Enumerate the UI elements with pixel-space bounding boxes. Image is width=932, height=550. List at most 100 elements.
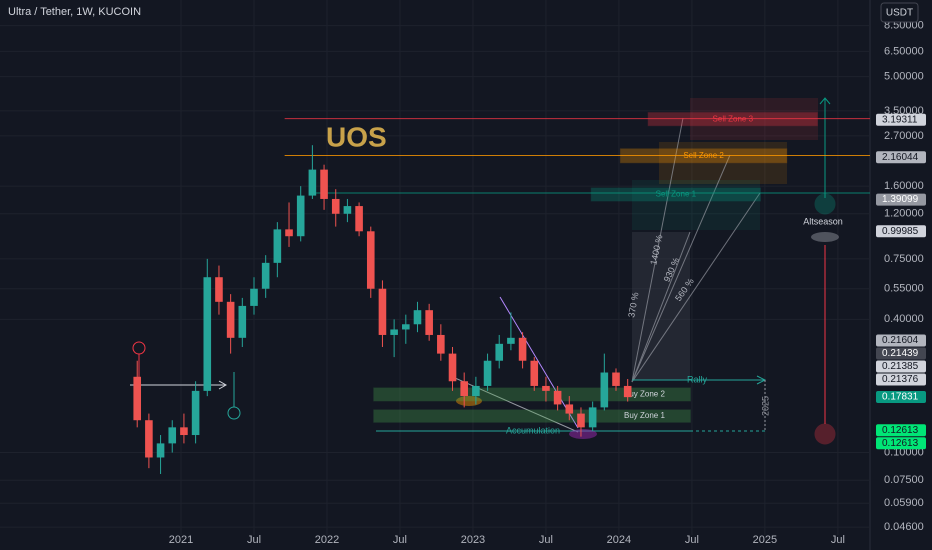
zone [373, 409, 691, 423]
x-tick-label: 2023 [461, 534, 485, 546]
candle-body [518, 337, 527, 361]
price-badge-label: 0.21439 [882, 348, 919, 359]
candle-body [366, 231, 375, 289]
zones: Sell Zone 3 Sell Zone 2 Sell Zone 1 Buy Zon… [284, 112, 870, 423]
price-badge [876, 360, 926, 373]
candle-body [273, 229, 282, 263]
accumulation-label: Accumulation [506, 425, 560, 435]
y-tick-label: 2.70000 [884, 130, 924, 142]
price-badge [876, 373, 926, 386]
x-tick-label: Jul [685, 534, 699, 546]
currency-label[interactable]: USDT [886, 8, 913, 19]
x-tick-label: 2022 [315, 534, 339, 546]
candle-body [145, 420, 153, 458]
candle-body [343, 206, 352, 214]
x-tick-label: Jul [393, 534, 407, 546]
y-tick-label: 5.00000 [884, 71, 924, 83]
marker [569, 429, 597, 439]
zone-halo [632, 180, 760, 230]
grid [0, 0, 871, 550]
candle-body [331, 198, 340, 214]
candle-body [425, 310, 433, 335]
candle-body [203, 277, 212, 391]
candle-body [156, 443, 165, 458]
candle-body [285, 229, 293, 237]
zone-label: Sell Zone 1 [656, 190, 697, 199]
price-badge [876, 334, 926, 347]
y-tick-label: 8.50000 [884, 20, 924, 32]
price-badge-label: 0.21376 [882, 374, 919, 385]
x-tick-label: Jul [247, 534, 261, 546]
candle-body [180, 427, 188, 436]
price-badge-label: 0.17831 [882, 392, 919, 403]
candle-body [553, 390, 562, 405]
candle-body [413, 310, 422, 325]
zone-label: Buy Zone 1 [624, 411, 665, 420]
x-tick-label: 2025 [753, 534, 777, 546]
marker [814, 423, 836, 445]
price-badge-label: 0.21604 [882, 335, 919, 346]
price-badge-label: 0.12613 [882, 438, 919, 449]
marker [814, 193, 836, 215]
candle-body [133, 376, 142, 421]
candle-body [390, 329, 398, 335]
candles [133, 145, 632, 474]
candle-body [588, 407, 597, 428]
zone-label: Sell Zone 3 [713, 114, 754, 123]
candle-body [460, 381, 468, 397]
rally-label: Rally [687, 374, 708, 384]
y-tick-label: 0.40000 [884, 313, 924, 325]
price-badge-label: 1.39099 [882, 194, 919, 205]
y-tick-label: 0.04600 [884, 521, 924, 533]
price-badge [876, 390, 926, 403]
gain-label: 370 % [626, 291, 640, 318]
candle-body [402, 324, 410, 330]
candle-body [600, 372, 609, 408]
candle-body [612, 372, 620, 386]
candle-body [191, 390, 200, 436]
x-tick-label: Jul [831, 534, 845, 546]
candle-body [437, 334, 445, 354]
marker [811, 232, 839, 242]
y-tick-label: 1.20000 [884, 208, 924, 220]
candle-body [168, 427, 177, 444]
candle-body [542, 385, 550, 391]
zone-label: Sell Zone 2 [683, 151, 724, 160]
candle-body [261, 262, 270, 289]
chart-title: Ultra / Tether, 1W, KUCOIN [8, 6, 141, 18]
price-badge-label: 0.21385 [882, 361, 919, 372]
candle-body [483, 360, 492, 386]
arrow-head [218, 380, 228, 390]
currency-button[interactable] [880, 2, 919, 23]
price-badge [876, 437, 926, 450]
x-tick-label: Jul [539, 534, 553, 546]
candle-body [355, 206, 363, 232]
candle-body [448, 353, 457, 382]
y-tick-label: 0.75000 [884, 253, 924, 265]
candle-body [226, 301, 235, 338]
y-tick-label: 0.05900 [884, 497, 924, 509]
candle-body [308, 169, 317, 196]
candle-body [472, 385, 480, 397]
price-badge [876, 347, 926, 360]
zone [590, 187, 762, 202]
price-badge-label: 2.16044 [882, 152, 919, 163]
price-badge [876, 225, 926, 238]
zone [647, 112, 818, 127]
year-mark: 2025 [760, 396, 770, 416]
x-tick-label: 2021 [169, 534, 193, 546]
candle-body [623, 385, 632, 398]
overlay-title: UOS [326, 121, 387, 152]
price-badge-label: 0.99985 [882, 226, 919, 237]
price-badge [876, 424, 926, 437]
y-tick-label: 0.10000 [884, 446, 924, 458]
price-badge-label: 0.12613 [882, 425, 919, 436]
zone-label: Buy Zone 2 [624, 390, 665, 399]
price-badge [876, 151, 926, 164]
zone [619, 148, 788, 164]
zone [373, 387, 691, 402]
y-tick-label: 1.60000 [884, 180, 924, 192]
